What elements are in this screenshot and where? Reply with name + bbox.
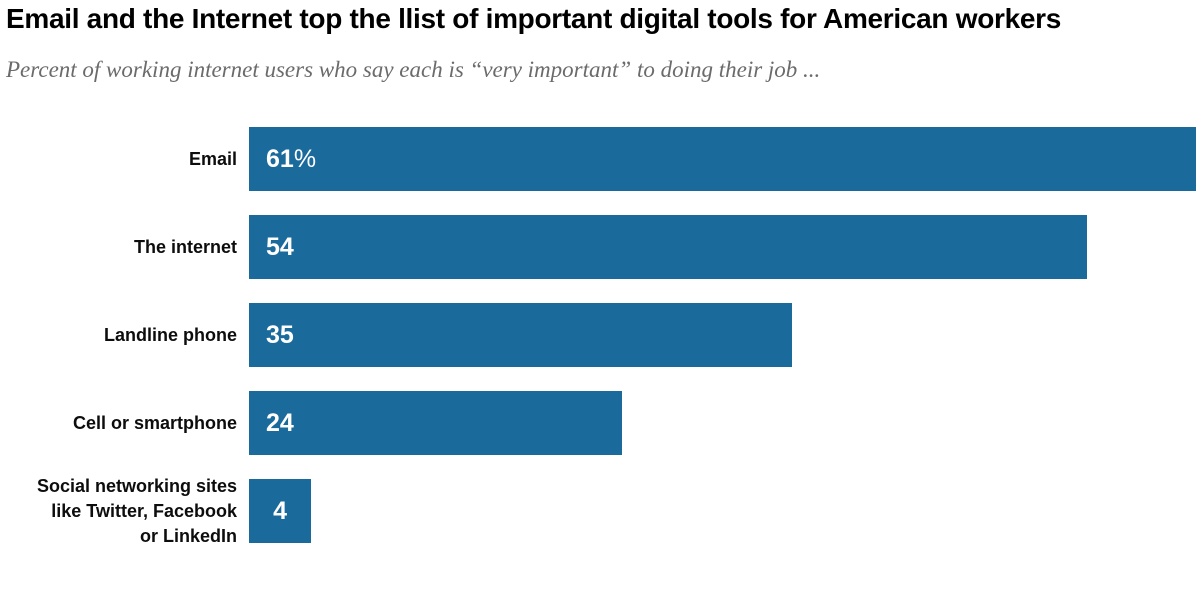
bar-row: The internet 54 xyxy=(6,215,1196,279)
bar-track: 61% xyxy=(249,127,1196,191)
percent-sign: % xyxy=(293,144,317,173)
chart-title: Email and the Internet top the llist of … xyxy=(6,3,1062,34)
bar-row: Social networking sites like Twitter, Fa… xyxy=(6,476,1196,546)
category-label: Landline phone xyxy=(104,324,237,345)
bar-track: 54 xyxy=(249,215,1196,279)
bar-chart: Email 61% The internet 54 Landline phone 35 Ce… xyxy=(6,127,1196,546)
value-label: 61% xyxy=(266,144,317,173)
bar-row: Email 61% xyxy=(6,127,1196,191)
bar: 4 xyxy=(249,479,312,543)
chart-subtitle: Percent of working internet users who sa… xyxy=(6,57,821,82)
category-label: The internet xyxy=(133,236,237,257)
bar: 61% xyxy=(249,127,1196,191)
category-label: Social networking sites like Twitter, Fa… xyxy=(36,475,237,546)
bar: 54 xyxy=(249,215,1088,279)
bar-track: 24 xyxy=(249,391,1196,455)
bar-track: 4 xyxy=(249,479,1196,543)
bar: 24 xyxy=(249,391,622,455)
category-label: Email xyxy=(188,148,237,169)
value-label: 24 xyxy=(266,408,294,437)
value-label: 4 xyxy=(273,496,287,525)
value-label: 35 xyxy=(266,320,294,349)
bar-row: Landline phone 35 xyxy=(6,303,1196,367)
bar: 35 xyxy=(249,303,793,367)
bar-track: 35 xyxy=(249,303,1196,367)
category-label: Cell or smartphone xyxy=(72,412,237,433)
bar-row: Cell or smartphone 24 xyxy=(6,391,1196,455)
value-label: 54 xyxy=(266,232,294,261)
